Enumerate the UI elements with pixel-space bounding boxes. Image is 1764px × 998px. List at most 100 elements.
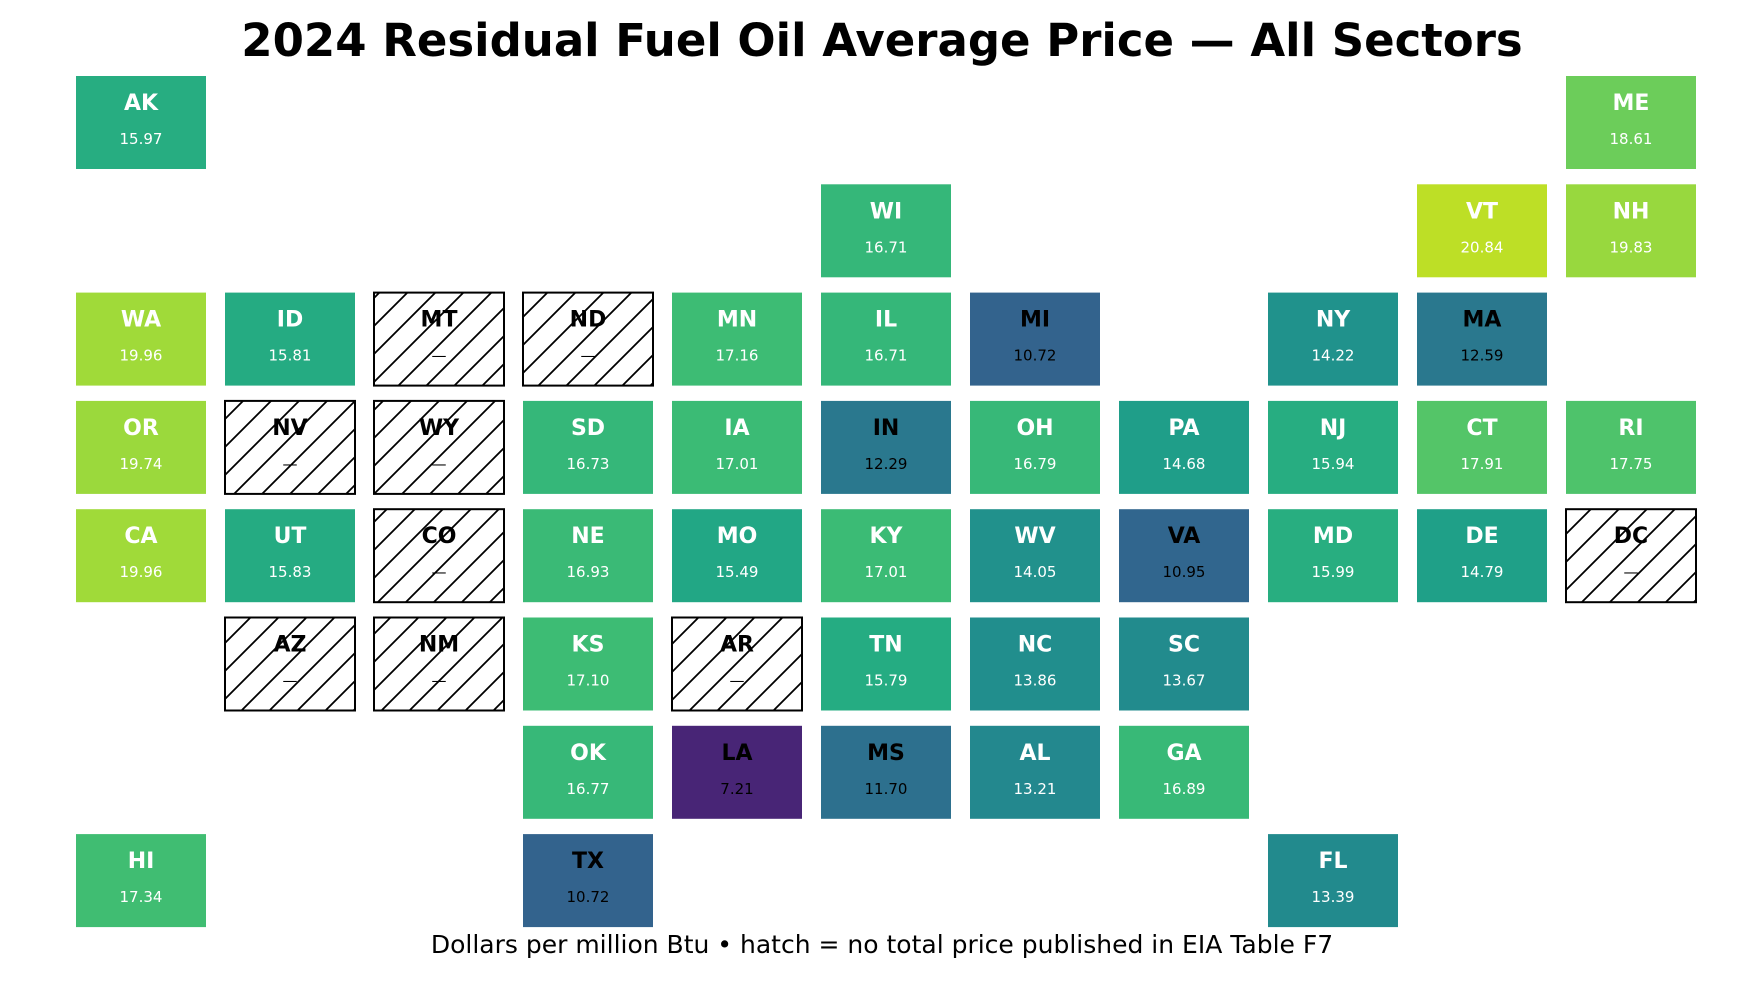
state-tile-mo: MO 15.49 xyxy=(672,509,802,603)
state-tile-ia: IA 17.01 xyxy=(672,400,802,494)
state-tile-az: AZ — xyxy=(224,616,356,712)
state-tile-la: LA 7.21 xyxy=(672,725,802,819)
state-tile-fill-ks xyxy=(523,617,653,711)
state-tile-fill-me xyxy=(1566,76,1696,169)
state-abbr-nc: NC xyxy=(1018,633,1053,658)
state-value-nj: 15.94 xyxy=(1312,455,1355,473)
hatch-overlay-co xyxy=(373,508,505,604)
state-tile-ca: CA 19.96 xyxy=(76,509,206,603)
state-tile-fill-de xyxy=(1417,509,1547,603)
state-tile-dc: DC — xyxy=(1565,508,1697,604)
state-tile-mi: MI 10.72 xyxy=(970,292,1100,386)
state-value-ne: 16.93 xyxy=(567,563,610,581)
state-value-al: 13.21 xyxy=(1014,780,1057,798)
state-value-az: — xyxy=(283,672,298,690)
state-tile-fill-ky xyxy=(821,509,951,603)
state-value-la: 7.21 xyxy=(720,780,753,798)
state-tile-fill-il xyxy=(821,292,951,386)
state-tile-fill-la xyxy=(672,725,802,819)
state-value-pa: 14.68 xyxy=(1163,455,1206,473)
state-abbr-in: IN xyxy=(873,416,900,441)
state-abbr-nd: ND xyxy=(570,308,607,333)
state-tile-fill-ca xyxy=(76,509,206,603)
state-abbr-nh: NH xyxy=(1613,199,1650,224)
state-abbr-oh: OH xyxy=(1016,416,1053,441)
state-tile-md: MD 15.99 xyxy=(1268,509,1398,603)
state-tile-nj: NJ 15.94 xyxy=(1268,400,1398,494)
state-value-wv: 14.05 xyxy=(1014,563,1057,581)
state-tile-fill-ne xyxy=(523,509,653,603)
state-value-ma: 12.59 xyxy=(1461,347,1504,365)
state-abbr-wa: WA xyxy=(121,308,161,333)
state-value-ga: 16.89 xyxy=(1163,780,1206,798)
state-tile-ri: RI 17.75 xyxy=(1566,400,1696,494)
state-value-co: — xyxy=(432,563,447,581)
state-value-ri: 17.75 xyxy=(1610,455,1653,473)
state-tile-fill-va xyxy=(1119,509,1249,603)
state-abbr-wv: WV xyxy=(1014,524,1055,549)
state-value-tx: 10.72 xyxy=(567,888,610,906)
state-value-vt: 20.84 xyxy=(1461,238,1504,256)
state-abbr-ca: CA xyxy=(124,524,157,549)
state-tile-nc: NC 13.86 xyxy=(970,617,1100,711)
state-value-nv: — xyxy=(283,455,298,473)
state-tile-fill-wa xyxy=(76,292,206,386)
state-abbr-al: AL xyxy=(1019,741,1050,766)
state-abbr-fl: FL xyxy=(1318,849,1347,874)
state-value-md: 15.99 xyxy=(1312,563,1355,581)
state-tile-il: IL 16.71 xyxy=(821,292,951,386)
state-tile-oh: OH 16.79 xyxy=(970,400,1100,494)
state-value-oh: 16.79 xyxy=(1014,455,1057,473)
state-abbr-ga: GA xyxy=(1166,741,1201,766)
state-abbr-co: CO xyxy=(422,524,457,549)
state-tile-ar: AR — xyxy=(671,616,803,712)
state-tile-fill-nj xyxy=(1268,400,1398,494)
state-tile-fill-vt xyxy=(1417,184,1547,278)
state-tile-fill-ms xyxy=(821,725,951,819)
state-tile-fill-mo xyxy=(672,509,802,603)
state-abbr-wi: WI xyxy=(870,199,902,224)
state-tile-fill-sc xyxy=(1119,617,1249,711)
state-tile-in: IN 12.29 xyxy=(821,400,951,494)
state-tile-me: ME 18.61 xyxy=(1566,76,1696,169)
state-tile-fill-ak xyxy=(76,76,206,169)
state-tile-fill-mi xyxy=(970,292,1100,386)
state-value-mt: — xyxy=(432,347,447,365)
hatch-overlay-ar xyxy=(671,616,803,712)
state-abbr-ok: OK xyxy=(570,741,607,766)
state-tile-fill-tx xyxy=(523,834,653,928)
state-tile-fill-or xyxy=(76,400,206,494)
state-value-wy: — xyxy=(432,455,447,473)
state-abbr-hi: HI xyxy=(128,849,155,874)
state-tile-ut: UT 15.83 xyxy=(225,509,355,603)
state-value-in: 12.29 xyxy=(865,455,908,473)
state-abbr-tx: TX xyxy=(572,849,604,874)
state-abbr-ny: NY xyxy=(1316,308,1351,333)
state-value-dc: — xyxy=(1624,563,1639,581)
state-abbr-mt: MT xyxy=(421,308,458,333)
state-abbr-il: IL xyxy=(875,308,897,333)
map-title: 2024 Residual Fuel Oil Average Price — A… xyxy=(241,14,1523,67)
state-tile-ms: MS 11.70 xyxy=(821,725,951,819)
state-abbr-ri: RI xyxy=(1618,416,1643,441)
state-tile-al: AL 13.21 xyxy=(970,725,1100,819)
state-tile-fill-ia xyxy=(672,400,802,494)
state-value-ks: 17.10 xyxy=(567,672,610,690)
state-value-mn: 17.16 xyxy=(716,347,759,365)
state-value-ms: 11.70 xyxy=(865,780,908,798)
state-tile-fill-oh xyxy=(970,400,1100,494)
state-tile-fill-id xyxy=(225,292,355,386)
state-abbr-ut: UT xyxy=(274,524,307,549)
state-tile-wa: WA 19.96 xyxy=(76,292,206,386)
state-abbr-or: OR xyxy=(123,416,159,441)
hatch-overlay-dc xyxy=(1565,508,1697,604)
state-value-ar: — xyxy=(730,672,745,690)
state-abbr-ne: NE xyxy=(571,524,604,549)
state-tile-nv: NV — xyxy=(224,399,356,495)
state-tile-ga: GA 16.89 xyxy=(1119,725,1249,819)
state-tile-fill-md xyxy=(1268,509,1398,603)
state-tile-fill-ri xyxy=(1566,400,1696,494)
state-tile-mn: MN 17.16 xyxy=(672,292,802,386)
state-value-de: 14.79 xyxy=(1461,563,1504,581)
state-abbr-la: LA xyxy=(721,741,752,766)
